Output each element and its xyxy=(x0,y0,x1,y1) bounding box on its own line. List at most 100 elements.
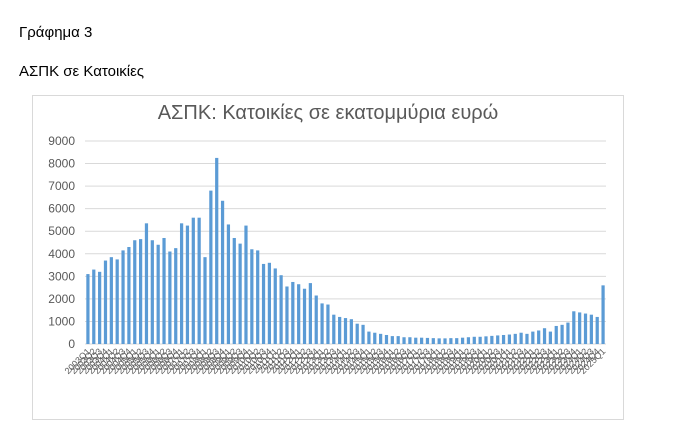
bar xyxy=(150,240,154,344)
bar xyxy=(601,285,605,344)
bar xyxy=(367,331,371,344)
bar xyxy=(98,271,102,344)
bar xyxy=(115,259,119,344)
bar xyxy=(554,325,558,344)
bar xyxy=(572,311,576,344)
bar xyxy=(267,262,272,344)
x-axis-ticks: 2003Q12003Q22003Q32003Q42004Q12004Q22004… xyxy=(63,346,608,376)
bar xyxy=(349,319,353,344)
bar xyxy=(244,225,248,344)
bar xyxy=(256,250,260,344)
bar xyxy=(226,224,231,344)
bar xyxy=(531,331,535,344)
bar xyxy=(583,313,588,344)
bar xyxy=(542,328,547,344)
bar xyxy=(490,335,494,344)
y-axis-ticks: 0 1000 2000 3000 4000 5000 6000 7000 8000 9000 xyxy=(48,134,75,351)
bar xyxy=(560,324,564,344)
y-tick-label: 4000 xyxy=(48,247,75,261)
bar xyxy=(478,336,482,344)
bar xyxy=(419,337,424,344)
y-tick-label: 7000 xyxy=(48,179,75,193)
bar xyxy=(291,281,295,344)
bar xyxy=(238,243,242,344)
bar xyxy=(589,314,593,344)
bar xyxy=(279,275,283,344)
bar xyxy=(162,237,166,344)
bar xyxy=(460,337,465,344)
bar xyxy=(373,332,377,344)
chart-title: ΑΣΠΚ: Κατοικίες σε εκατομμύρια ευρώ xyxy=(158,102,499,124)
chart-container: ΑΣΠΚ: Κατοικίες σε εκατομμύρια ευρώ 0 100… xyxy=(32,95,624,420)
bar xyxy=(174,248,178,344)
bar xyxy=(578,312,582,344)
bar xyxy=(513,333,517,344)
bar xyxy=(109,257,113,344)
gridlines xyxy=(85,140,606,345)
bar xyxy=(215,157,219,344)
bar xyxy=(519,332,523,344)
bar xyxy=(408,337,412,344)
document-subheading: ΑΣΠΚ σε Κατοικίες xyxy=(19,63,145,80)
bar xyxy=(314,295,318,344)
bar xyxy=(332,314,336,344)
bar xyxy=(197,217,201,344)
bar xyxy=(86,274,90,344)
bar xyxy=(390,336,394,344)
bar xyxy=(261,263,266,344)
bar xyxy=(402,337,406,344)
bar xyxy=(209,190,213,344)
bars xyxy=(86,157,605,344)
bar xyxy=(326,304,330,344)
bar xyxy=(425,337,430,344)
bar xyxy=(338,316,342,344)
bar xyxy=(537,330,541,344)
bar xyxy=(361,324,365,344)
bar xyxy=(297,284,301,344)
bar xyxy=(191,217,195,344)
bar xyxy=(414,337,418,344)
bar xyxy=(355,323,359,344)
bar xyxy=(179,223,184,344)
y-tick-label: 5000 xyxy=(48,224,75,238)
bar xyxy=(431,338,435,344)
y-tick-label: 9000 xyxy=(48,134,75,148)
bar xyxy=(466,337,471,344)
bar-chart: ΑΣΠΚ: Κατοικίες σε εκατομμύρια ευρώ 0 100… xyxy=(48,102,608,376)
y-tick-label: 0 xyxy=(68,337,75,351)
bar xyxy=(501,334,506,344)
bar xyxy=(232,237,236,344)
bar xyxy=(320,303,324,344)
bar xyxy=(127,247,131,344)
bar xyxy=(384,334,389,344)
bar xyxy=(302,288,307,344)
bar xyxy=(121,250,125,344)
bar xyxy=(548,331,552,344)
bar xyxy=(285,286,289,344)
bar xyxy=(566,322,570,344)
bar xyxy=(92,269,96,344)
bar xyxy=(507,334,512,344)
bar xyxy=(496,335,500,344)
bar xyxy=(455,338,459,344)
bar xyxy=(449,338,453,344)
bar xyxy=(144,223,149,344)
y-tick-label: 3000 xyxy=(48,269,75,283)
bar xyxy=(156,244,160,344)
bar xyxy=(595,316,599,344)
bar xyxy=(396,336,400,344)
bar xyxy=(185,225,190,344)
bar xyxy=(472,336,476,344)
bar xyxy=(443,338,447,344)
bar xyxy=(139,239,143,344)
bar xyxy=(273,268,277,344)
y-tick-label: 2000 xyxy=(48,292,75,306)
bar xyxy=(250,249,254,344)
bar xyxy=(203,257,207,344)
bar xyxy=(168,251,172,344)
y-tick-label: 1000 xyxy=(48,314,75,328)
bar xyxy=(133,240,137,344)
bar xyxy=(103,260,108,344)
bar xyxy=(437,338,441,344)
document-heading: Γράφημα 3 xyxy=(19,24,93,41)
